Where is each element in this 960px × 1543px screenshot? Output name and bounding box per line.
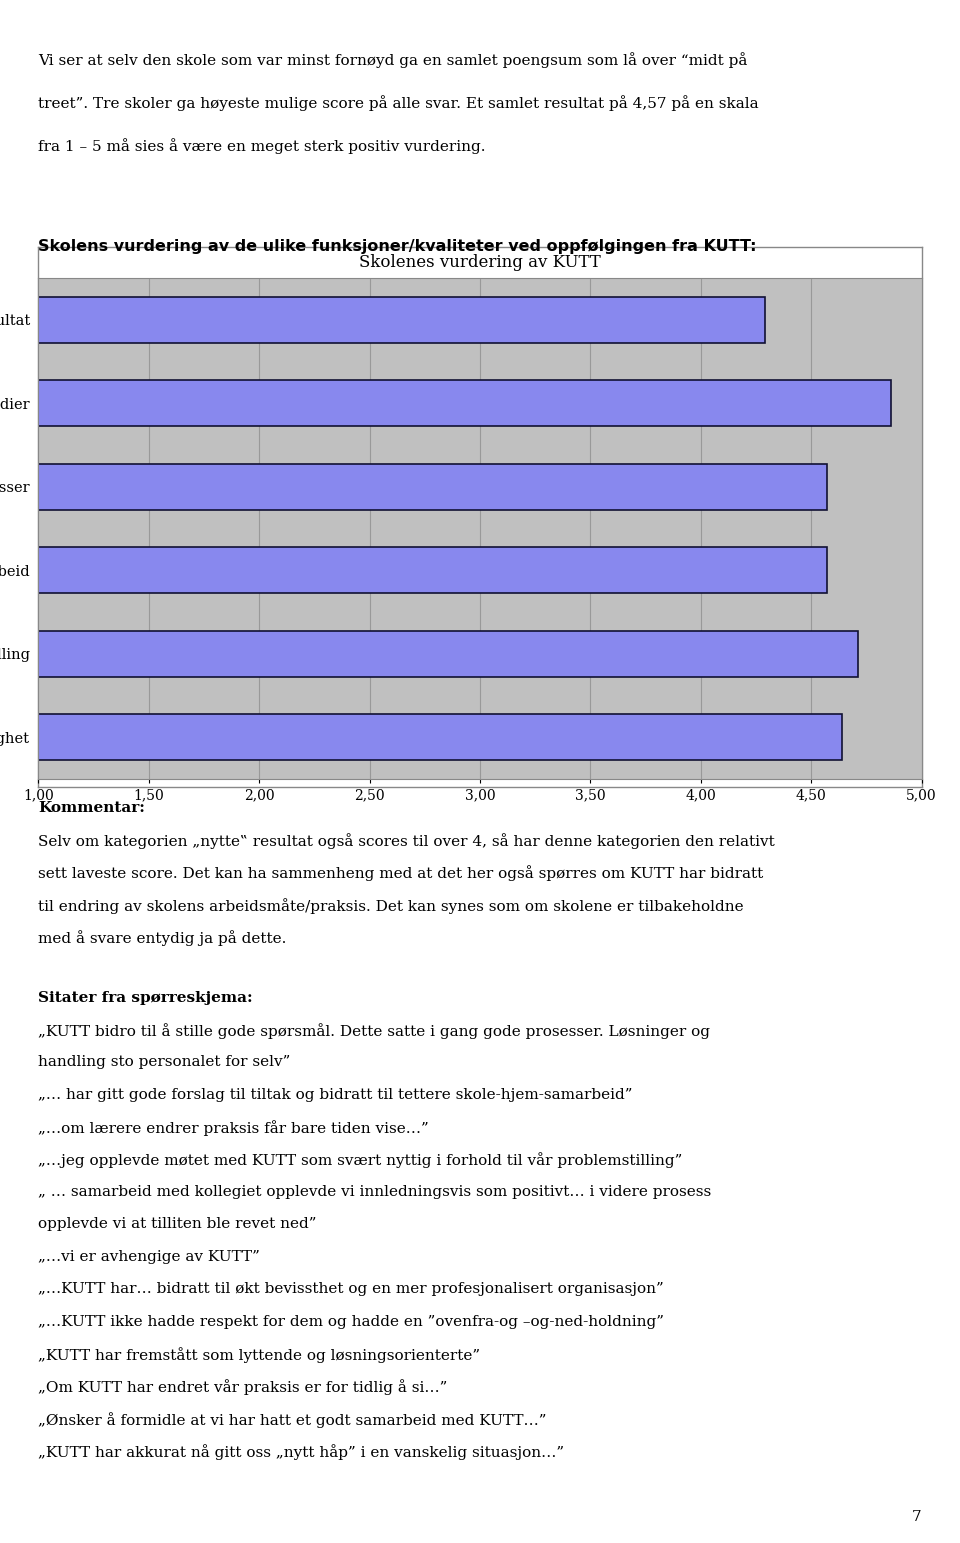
Bar <box>38 548 827 593</box>
Text: fra 1 – 5 må sies å være en meget sterk positiv vurdering.: fra 1 – 5 må sies å være en meget sterk … <box>38 139 486 154</box>
Text: Selv om kategorien „nytte‟ resultat også scores til over 4, så har denne kategor: Selv om kategorien „nytte‟ resultat også… <box>38 833 775 849</box>
Bar <box>38 631 857 677</box>
Text: 7: 7 <box>912 1511 922 1524</box>
Text: Vi ser at selv den skole som var minst fornøyd ga en samlet poengsum som lå over: Vi ser at selv den skole som var minst f… <box>38 52 748 68</box>
Text: sett laveste score. Det kan ha sammenheng med at det her også spørres om KUTT ha: sett laveste score. Det kan ha sammenhen… <box>38 866 763 881</box>
Text: Sitater fra spørreskjema:: Sitater fra spørreskjema: <box>38 991 253 1004</box>
Text: med å svare entydig ja på dette.: med å svare entydig ja på dette. <box>38 930 287 946</box>
Text: „…vi er avhengige av KUTT”: „…vi er avhengige av KUTT” <box>38 1250 260 1264</box>
Text: opplevde vi at tilliten ble revet ned”: opplevde vi at tilliten ble revet ned” <box>38 1217 317 1231</box>
Bar <box>38 464 827 509</box>
Bar <box>38 296 765 343</box>
Text: „ … samarbeid med kollegiet opplevde vi innledningsvis som positivt… i videre pr: „ … samarbeid med kollegiet opplevde vi … <box>38 1185 711 1199</box>
Text: handling sto personalet for selv”: handling sto personalet for selv” <box>38 1055 291 1069</box>
Bar <box>38 380 891 426</box>
Text: „Om KUTT har endret vår praksis er for tidlig å si…”: „Om KUTT har endret vår praksis er for t… <box>38 1379 447 1395</box>
Text: „…jeg opplevde møtet med KUTT som svært nyttig i forhold til vår problemstilling: „…jeg opplevde møtet med KUTT som svært … <box>38 1153 683 1168</box>
Text: „… har gitt gode forslag til tiltak og bidratt til tettere skole-hjem-samarbeid”: „… har gitt gode forslag til tiltak og b… <box>38 1088 633 1102</box>
Bar <box>38 714 842 761</box>
Text: „…KUTT ikke hadde respekt for dem og hadde en ”ovenfra-og –og-ned-holdning”: „…KUTT ikke hadde respekt for dem og had… <box>38 1315 664 1329</box>
Title: Skolenes vurdering av KUTT: Skolenes vurdering av KUTT <box>359 253 601 270</box>
Text: „…KUTT har… bidratt til økt bevissthet og en mer profesjonalisert organisasjon”: „…KUTT har… bidratt til økt bevissthet o… <box>38 1282 664 1296</box>
Text: „KUTT har akkurat nå gitt oss „nytt håp” i en vanskelig situasjon…”: „KUTT har akkurat nå gitt oss „nytt håp”… <box>38 1444 564 1460</box>
Text: „Ønsker å formidle at vi har hatt et godt samarbeid med KUTT…”: „Ønsker å formidle at vi har hatt et god… <box>38 1412 547 1427</box>
Text: til endring av skolens arbeidsmåte/praksis. Det kan synes som om skolene er tilb: til endring av skolens arbeidsmåte/praks… <box>38 898 744 913</box>
Text: „…om lærere endrer praksis får bare tiden vise…”: „…om lærere endrer praksis får bare tide… <box>38 1120 429 1136</box>
Text: Kommentar:: Kommentar: <box>38 801 145 815</box>
Text: Skolens vurdering av de ulike funksjoner/kvaliteter ved oppfølgingen fra KUTT:: Skolens vurdering av de ulike funksjoner… <box>38 239 756 255</box>
Text: „KUTT har fremstått som lyttende og løsningsorienterte”: „KUTT har fremstått som lyttende og løsn… <box>38 1347 481 1362</box>
Text: treet”. Tre skoler ga høyeste mulige score på alle svar. Et samlet resultat på 4: treet”. Tre skoler ga høyeste mulige sco… <box>38 96 759 111</box>
Text: „KUTT bidro til å stille gode spørsmål. Dette satte i gang gode prosesser. Løsni: „KUTT bidro til å stille gode spørsmål. … <box>38 1023 710 1038</box>
